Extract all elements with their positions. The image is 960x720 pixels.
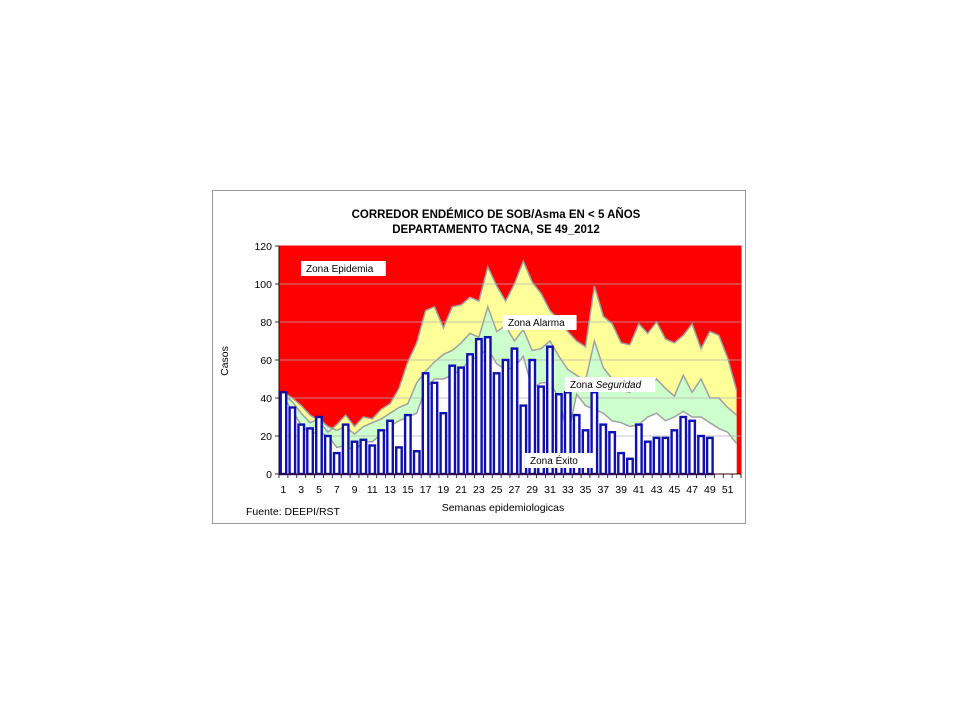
zone-alarma-label: Zona Alarma (508, 318, 565, 329)
x-axis-label: Semanas epidemiologicas (442, 502, 565, 514)
y-axis-label: Casos (219, 346, 231, 376)
bar-week-3 (297, 423, 306, 476)
bar-week-19 (439, 411, 448, 476)
chart-title-line-1: CORREDOR ENDÉMICO DE SOB/Asma EN < 5 AÑO… (352, 208, 641, 221)
bar-week-25 (492, 372, 501, 476)
bar-week-45 (670, 429, 679, 476)
y-tick-label: 120 (254, 241, 272, 253)
bar-week-18 (430, 381, 439, 476)
x-tick-label: 1 (280, 484, 286, 496)
bar-week-39 (617, 451, 625, 476)
bar-week-42 (643, 440, 652, 476)
bar-week-7 (332, 451, 341, 476)
x-tick-label: 51 (722, 484, 734, 496)
zone-seguridad-label-group: Zona Seguridad (565, 377, 656, 392)
bar-week-44 (661, 436, 670, 476)
zone-exito-area (283, 348, 737, 474)
x-tick-label: 43 (651, 484, 663, 496)
source-note: Fuente: DEEPI/RST (246, 506, 341, 518)
x-tick-label: 13 (384, 484, 396, 496)
bar-week-11 (368, 444, 377, 476)
bar-week-26 (501, 358, 510, 476)
bar-week-20 (448, 364, 457, 476)
x-tick-label: 49 (704, 484, 716, 496)
bar-week-13 (386, 419, 395, 476)
bar-week-40 (626, 457, 634, 476)
bar-week-46 (679, 415, 688, 476)
zone-epidemia-label-box (301, 261, 386, 276)
zone-alarma-label-box (503, 315, 577, 330)
bar-week-17 (421, 372, 430, 476)
plot-area: Zona Epidemia Zona Alarma Zona Seguridad Zo… (278, 245, 742, 476)
x-tick-label: 27 (509, 484, 521, 496)
y-tick-label: 80 (260, 317, 272, 329)
zone-seguridad-label: Zona Seguridad (570, 380, 642, 391)
x-tick-label: 45 (669, 484, 681, 496)
x-tick-label: 19 (438, 484, 450, 496)
x-tick-label: 3 (298, 484, 304, 496)
bar-week-23 (474, 337, 483, 476)
bar-week-22 (466, 353, 475, 476)
x-tick-label: 35 (580, 484, 592, 496)
bar-week-10 (359, 438, 368, 476)
bar-week-48 (697, 434, 705, 476)
x-tick-label: 47 (686, 484, 698, 496)
seguridad-boundary-line (282, 304, 738, 436)
x-tick-label: 31 (544, 484, 556, 496)
bar-week-1 (279, 391, 288, 476)
alarma-boundary-line (282, 259, 738, 434)
zone-exito-label-box (525, 453, 593, 468)
bar-week-49 (705, 436, 714, 476)
x-tick-label: 29 (526, 484, 538, 496)
x-tick-label: 23 (473, 484, 485, 496)
bar-week-6 (323, 434, 332, 476)
y-tick-label: 100 (254, 279, 272, 291)
zone-seguridad-label-box (565, 377, 656, 392)
zone-exito-label: Zona Éxito (530, 454, 578, 467)
x-tick-label: 39 (615, 484, 627, 496)
y-tick-label: 0 (266, 469, 272, 481)
y-tick-label: 20 (260, 431, 272, 443)
bar-week-14 (394, 446, 403, 476)
zone-epidemia-label: Zona Epidemia (306, 264, 374, 275)
zone-alarma-label-group: Zona Alarma (503, 315, 577, 330)
y-tick-label: 40 (260, 393, 272, 405)
bar-week-21 (457, 366, 466, 476)
bar-week-16 (412, 450, 421, 476)
bar-week-47 (688, 419, 697, 476)
bar-week-37 (599, 423, 608, 476)
endemic-corridor-chart: Zona Epidemia Zona Alarma Zona Seguridad Zo… (219, 208, 742, 518)
bar-week-5 (314, 415, 323, 476)
chart-frame: Zona Epidemia Zona Alarma Zona Seguridad Zo… (212, 190, 746, 524)
bar-week-24 (483, 335, 492, 476)
x-tick-label: 11 (367, 484, 378, 496)
x-tick-label: 9 (352, 484, 358, 496)
x-tick-label: 33 (562, 484, 574, 496)
zone-epidemia-label-group: Zona Epidemia (301, 261, 386, 276)
bar-week-41 (634, 423, 643, 476)
bar-week-38 (608, 430, 617, 476)
bar-week-8 (341, 423, 350, 476)
bar-week-12 (377, 429, 386, 476)
bar-week-43 (652, 436, 661, 476)
bar-week-27 (510, 347, 519, 476)
y-tick-label: 60 (260, 355, 272, 367)
x-tick-label: 21 (455, 484, 467, 496)
bar-week-2 (288, 406, 297, 476)
chart-title-line-2: DEPARTAMENTO TACNA, SE 49_2012 (392, 224, 599, 236)
bar-week-15 (403, 413, 412, 476)
x-tick-label: 17 (420, 484, 432, 496)
x-tick-label: 37 (597, 484, 609, 496)
bar-week-9 (350, 440, 359, 476)
x-tick-label: 7 (334, 484, 340, 496)
bar-week-4 (306, 427, 315, 476)
x-tick-label: 5 (316, 484, 322, 496)
zone-exito-label-group: Zona Éxito (525, 453, 593, 468)
x-tick-label: 25 (491, 484, 503, 496)
exito-boundary-line (282, 347, 738, 453)
x-tick-label: 15 (402, 484, 414, 496)
x-tick-label: 41 (633, 484, 645, 496)
